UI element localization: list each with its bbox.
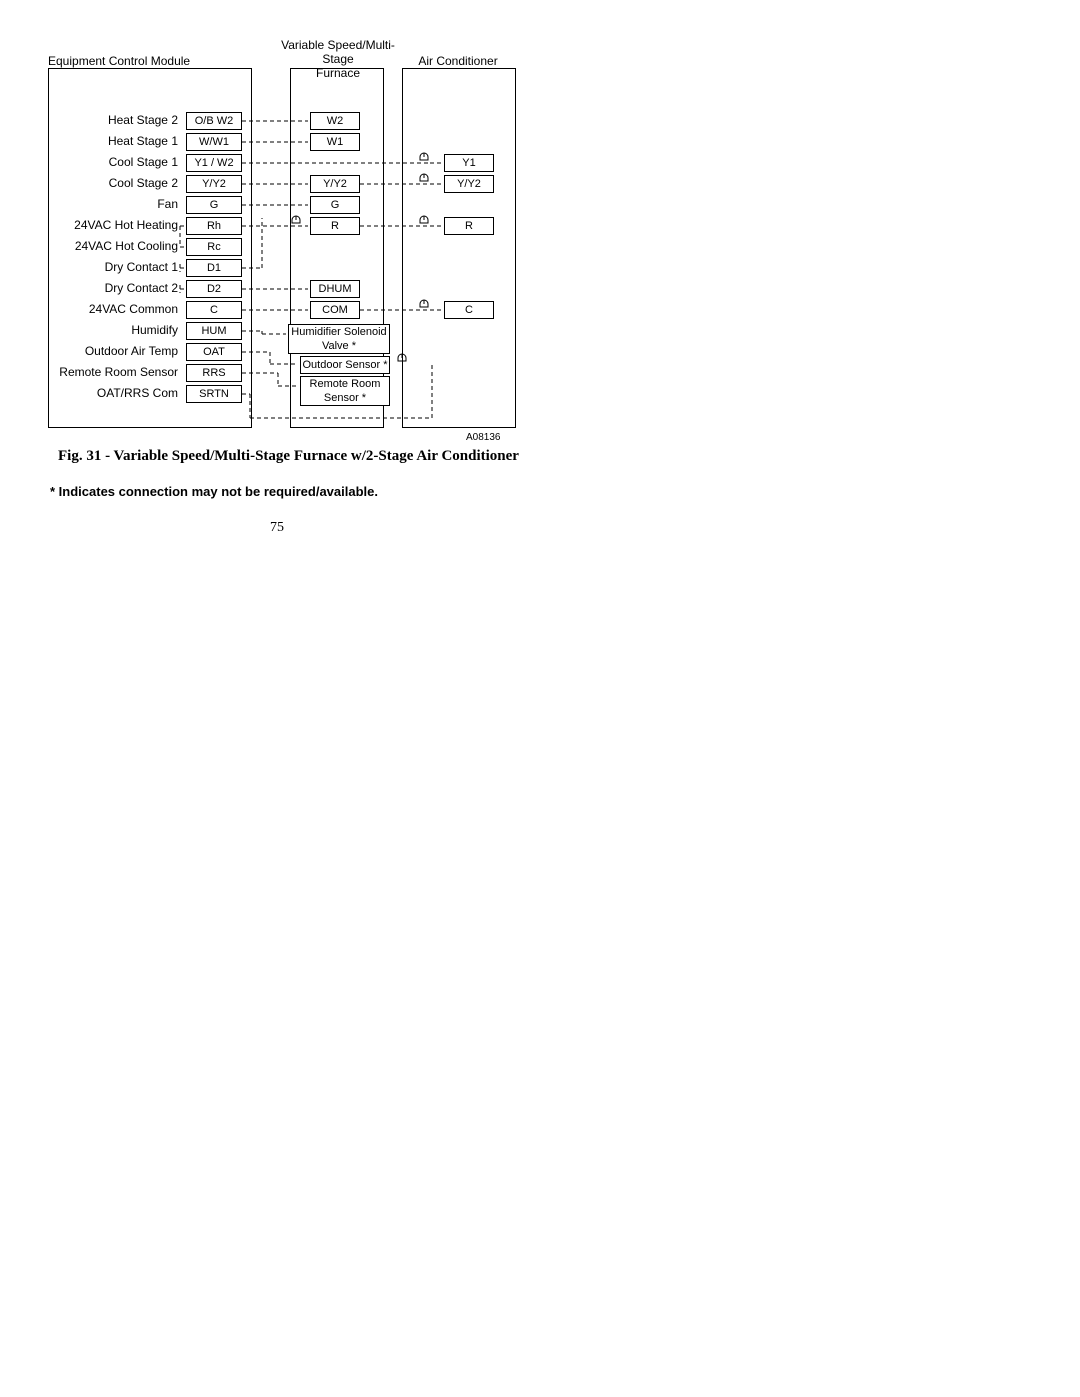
- terminal-ecm: G: [186, 196, 242, 214]
- terminal-ac: Y/Y2: [444, 175, 494, 193]
- row-label: Dry Contact 1: [48, 260, 178, 274]
- terminal-ecm: OAT: [186, 343, 242, 361]
- row-label: 24VAC Hot Cooling: [48, 239, 178, 253]
- row-label: Heat Stage 2: [48, 113, 178, 127]
- row-label: Dry Contact 2: [48, 281, 178, 295]
- row-label: Cool Stage 2: [48, 176, 178, 190]
- terminal-furnace: DHUM: [310, 280, 360, 298]
- terminal-furnace: W2: [310, 112, 360, 130]
- diagram-code: A08136: [466, 432, 500, 443]
- page-number: 75: [270, 520, 284, 536]
- terminal-ecm: HUM: [186, 322, 242, 340]
- terminal-ecm: D2: [186, 280, 242, 298]
- row-label: Fan: [48, 197, 178, 211]
- figure-caption: Fig. 31 - Variable Speed/Multi-Stage Fur…: [58, 448, 519, 465]
- terminal-ecm: D1: [186, 259, 242, 277]
- terminal-ac: Y1: [444, 154, 494, 172]
- terminal-ecm: SRTN: [186, 385, 242, 403]
- row-label: Outdoor Air Temp: [48, 344, 178, 358]
- terminal-ecm: O/B W2: [186, 112, 242, 130]
- aux-box: Remote RoomSensor *: [300, 376, 390, 406]
- footnote: * Indicates connection may not be requir…: [50, 484, 378, 499]
- row-label: Heat Stage 1: [48, 134, 178, 148]
- aux-box: Outdoor Sensor *: [300, 356, 390, 374]
- terminal-ac: R: [444, 217, 494, 235]
- row-label: 24VAC Hot Heating: [48, 218, 178, 232]
- terminal-furnace: COM: [310, 301, 360, 319]
- row-label: Cool Stage 1: [48, 155, 178, 169]
- terminal-ac: C: [444, 301, 494, 319]
- terminal-ecm: Rh: [186, 217, 242, 235]
- terminal-furnace: R: [310, 217, 360, 235]
- row-label: Humidify: [48, 323, 178, 337]
- terminal-furnace: Y/Y2: [310, 175, 360, 193]
- terminal-ecm: Y/Y2: [186, 175, 242, 193]
- terminal-ecm: Rc: [186, 238, 242, 256]
- terminal-ecm: C: [186, 301, 242, 319]
- aux-box: Humidifier SolenoidValve *: [288, 324, 390, 354]
- terminal-ecm: Y1 / W2: [186, 154, 242, 172]
- row-label: 24VAC Common: [48, 302, 178, 316]
- terminal-furnace: W1: [310, 133, 360, 151]
- terminal-ecm: W/W1: [186, 133, 242, 151]
- row-label: Remote Room Sensor: [48, 365, 178, 379]
- terminal-furnace: G: [310, 196, 360, 214]
- terminal-ecm: RRS: [186, 364, 242, 382]
- row-label: OAT/RRS Com: [48, 386, 178, 400]
